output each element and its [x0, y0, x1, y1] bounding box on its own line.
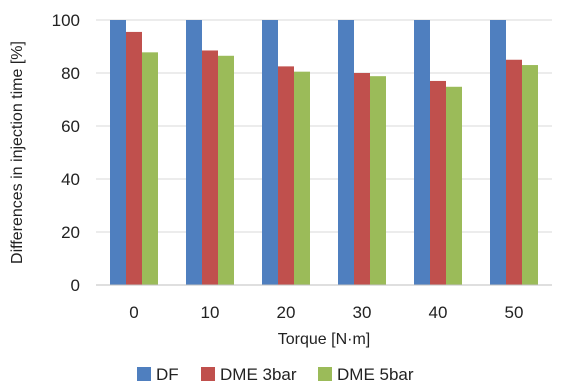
legend-swatch — [318, 367, 332, 381]
y-tick-label: 80 — [61, 64, 80, 83]
y-tick-label: 100 — [52, 11, 80, 30]
bar-series — [110, 20, 538, 286]
bar-df-40 — [414, 20, 430, 285]
bar-dme-5bar-50 — [522, 65, 538, 285]
bar-dme-5bar-10 — [218, 55, 234, 286]
x-tick-labels: 0 10 20 30 40 50 — [129, 303, 523, 322]
x-axis-title: Torque [N·m] — [278, 331, 370, 348]
legend-label: DME 5bar — [337, 365, 414, 384]
y-tick-label: 20 — [61, 223, 80, 242]
bar-dme-3bar-20 — [278, 66, 294, 285]
gridlines — [96, 19, 552, 233]
x-tick-label: 50 — [505, 303, 524, 322]
bar-dme-3bar-40 — [430, 80, 446, 285]
bar-df-50 — [490, 20, 506, 285]
x-tick-label: 0 — [129, 303, 138, 322]
x-tick-label: 30 — [353, 303, 372, 322]
legend: DF DME 3bar DME 5bar — [137, 365, 414, 384]
y-tick-label: 0 — [71, 276, 80, 295]
x-tick-label: 20 — [277, 303, 296, 322]
bar-dme-3bar-10 — [202, 50, 218, 285]
legend-swatch — [201, 367, 215, 381]
y-tick-label: 60 — [61, 117, 80, 136]
bar-df-30 — [338, 20, 354, 285]
bar-df-10 — [186, 20, 202, 285]
bar-dme-3bar-0 — [126, 31, 142, 285]
x-tick-label: 10 — [201, 303, 220, 322]
x-tick-label: 40 — [429, 303, 448, 322]
bar-dme-3bar-30 — [354, 73, 370, 285]
legend-label: DME 3bar — [220, 365, 297, 384]
y-axis-title: Differences in injection time [%] — [9, 41, 26, 264]
bar-dme-5bar-30 — [370, 76, 386, 286]
y-tick-labels: 0 20 40 60 80 100 — [52, 11, 80, 295]
legend-label: DF — [156, 365, 179, 384]
bar-df-0 — [110, 20, 126, 285]
legend-swatch — [137, 367, 151, 381]
bar-dme-5bar-40 — [446, 86, 462, 285]
bar-df-20 — [262, 20, 278, 285]
y-tick-label: 40 — [61, 170, 80, 189]
bar-dme-5bar-20 — [294, 71, 310, 285]
bar-dme-5bar-0 — [142, 52, 158, 285]
bar-dme-3bar-50 — [506, 59, 522, 285]
